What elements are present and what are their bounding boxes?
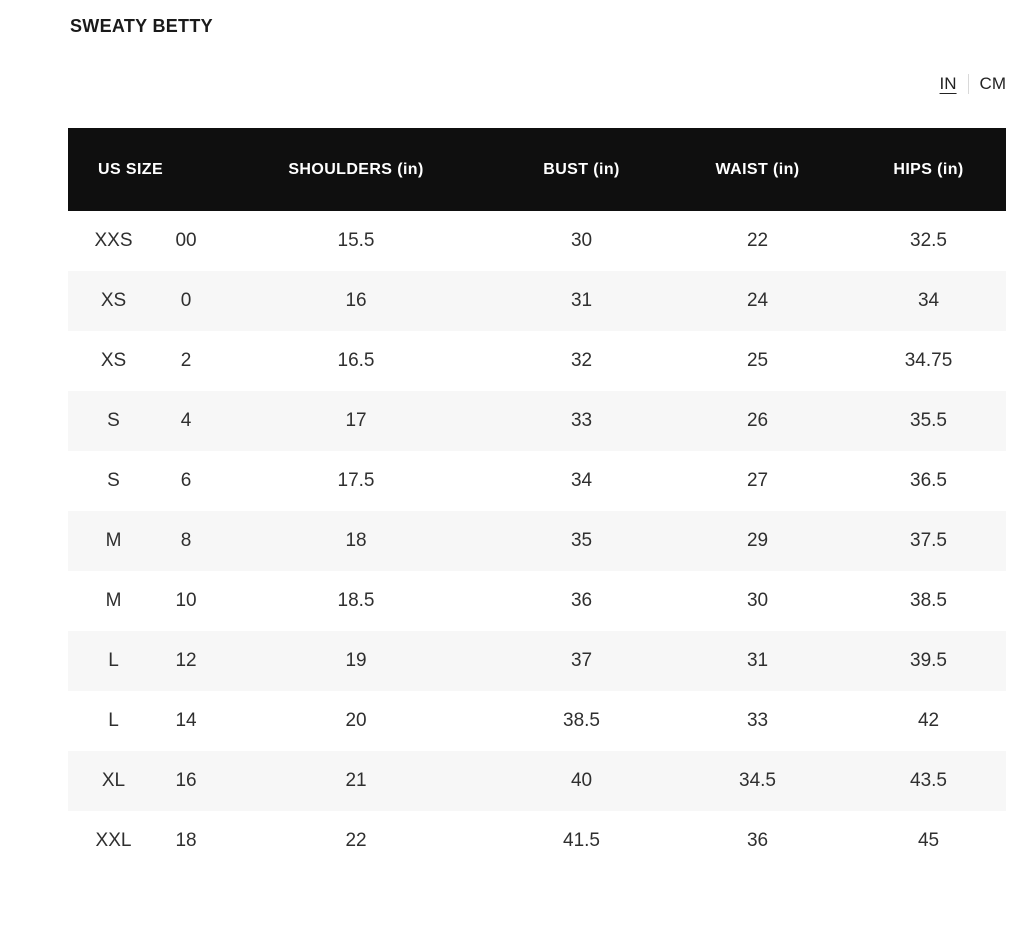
cell-waist: 27 bbox=[746, 470, 769, 491]
unit-toggle: IN CM bbox=[68, 73, 1006, 95]
column-header-hips: HIPS (in) bbox=[851, 128, 1007, 211]
cell-size-letter: M bbox=[68, 511, 159, 571]
cell-bust: 33 bbox=[499, 391, 665, 451]
cell-size-letter: XL bbox=[68, 751, 159, 811]
cell-bust: 38.5 bbox=[563, 710, 600, 731]
cell-shoulders: 21 bbox=[213, 751, 500, 811]
table-row: XXL 18 22 41.5 36 45 bbox=[68, 811, 1006, 871]
column-header-waist: WAIST (in) bbox=[664, 128, 852, 211]
cell-size-number: 00 bbox=[175, 230, 197, 251]
cell-bust: 40 bbox=[499, 751, 665, 811]
cell-waist: 25 bbox=[746, 350, 769, 371]
table-row: XS 2 16.5 32 25 34.75 bbox=[68, 331, 1006, 391]
cell-size-letter: XS bbox=[100, 350, 127, 371]
cell-shoulders: 17 bbox=[213, 391, 500, 451]
cell-hips: 38.5 bbox=[910, 590, 947, 611]
table-row: L 12 19 37 31 39.5 bbox=[68, 631, 1007, 691]
cell-hips: 34.75 bbox=[904, 350, 953, 371]
cell-shoulders: 19 bbox=[213, 631, 500, 691]
cell-waist: 22 bbox=[746, 230, 769, 251]
cell-size-letter: L bbox=[108, 710, 119, 731]
cell-bust: 34 bbox=[570, 470, 593, 491]
cell-hips: 35.5 bbox=[851, 391, 1007, 451]
cell-hips: 34 bbox=[851, 271, 1007, 331]
cell-bust: 41.5 bbox=[563, 830, 600, 851]
table-row: XL 16 21 40 34.5 43.5 bbox=[68, 751, 1007, 811]
cell-shoulders: 18.5 bbox=[337, 590, 375, 611]
cell-size-letter: S bbox=[68, 391, 159, 451]
cell-size-letter: L bbox=[68, 631, 159, 691]
cell-size-number: 12 bbox=[159, 631, 214, 691]
cell-waist: 24 bbox=[664, 271, 852, 331]
cell-size-number: 2 bbox=[180, 350, 192, 371]
cell-size-number: 18 bbox=[175, 830, 197, 851]
size-table-header: US SIZE SHOULDERS (in) BUST (in) WAIST (… bbox=[68, 128, 1007, 211]
cell-size-letter: M bbox=[105, 590, 122, 611]
table-row: S 4 17 33 26 35.5 bbox=[68, 391, 1007, 451]
table-row: L 14 20 38.5 33 42 bbox=[68, 691, 1006, 751]
size-table-body: XXS 00 15.5 30 22 32.5 XS 0 16 31 24 34 XS 2 16.5 32 25 3… bbox=[68, 211, 1007, 871]
cell-shoulders: 18 bbox=[213, 511, 500, 571]
cell-hips: 45 bbox=[917, 830, 940, 851]
cell-size-letter: XXL bbox=[95, 830, 132, 851]
cell-size-letter: XS bbox=[68, 271, 159, 331]
cell-hips: 39.5 bbox=[851, 631, 1007, 691]
cell-waist: 31 bbox=[664, 631, 852, 691]
cell-shoulders: 16.5 bbox=[337, 350, 375, 371]
cell-size-number: 10 bbox=[175, 590, 197, 611]
cell-waist: 29 bbox=[664, 511, 852, 571]
cell-size-letter: XXS bbox=[94, 230, 133, 251]
table-row: M 8 18 35 29 37.5 bbox=[68, 511, 1007, 571]
cell-size-number: 0 bbox=[159, 271, 214, 331]
cell-waist: 30 bbox=[746, 590, 769, 611]
table-row: XXS 00 15.5 30 22 32.5 bbox=[68, 211, 1006, 271]
cell-size-letter: S bbox=[107, 470, 120, 491]
unit-toggle-separator bbox=[967, 74, 969, 94]
cell-shoulders: 22 bbox=[345, 830, 367, 851]
cell-bust: 31 bbox=[499, 271, 665, 331]
cell-size-number: 14 bbox=[175, 710, 197, 731]
cell-size-number: 8 bbox=[159, 511, 214, 571]
cell-size-number: 16 bbox=[159, 751, 214, 811]
cell-waist: 26 bbox=[664, 391, 852, 451]
cell-shoulders: 16 bbox=[213, 271, 500, 331]
cell-bust: 32 bbox=[570, 350, 593, 371]
cell-bust: 35 bbox=[499, 511, 665, 571]
unit-option-cm[interactable]: CM bbox=[979, 74, 1006, 93]
table-row: S 6 17.5 34 27 36.5 bbox=[68, 451, 1006, 511]
cell-hips: 36.5 bbox=[910, 470, 947, 491]
cell-size-number: 6 bbox=[180, 470, 192, 491]
cell-waist: 34.5 bbox=[664, 751, 852, 811]
table-row: XS 0 16 31 24 34 bbox=[68, 271, 1007, 331]
cell-hips: 42 bbox=[917, 710, 940, 731]
cell-waist: 36 bbox=[746, 830, 769, 851]
cell-waist: 33 bbox=[746, 710, 769, 731]
cell-hips: 43.5 bbox=[851, 751, 1007, 811]
cell-shoulders: 17.5 bbox=[337, 470, 375, 491]
size-chart-table: US SIZE SHOULDERS (in) BUST (in) WAIST (… bbox=[68, 128, 1007, 871]
brand-title: SWEATY BETTY bbox=[70, 16, 213, 36]
table-row: M 10 18.5 36 30 38.5 bbox=[68, 571, 1006, 631]
cell-bust: 36 bbox=[570, 590, 593, 611]
cell-shoulders: 20 bbox=[345, 710, 367, 731]
column-header-bust: BUST (in) bbox=[499, 128, 665, 211]
cell-hips: 32.5 bbox=[910, 230, 947, 251]
cell-hips: 37.5 bbox=[851, 511, 1007, 571]
cell-size-number: 4 bbox=[159, 391, 214, 451]
column-header-shoulders: SHOULDERS (in) bbox=[213, 128, 500, 211]
size-guide-panel: SWEATY BETTY IN CM US SIZE SHOULDERS (in… bbox=[68, 0, 1007, 871]
cell-bust: 37 bbox=[499, 631, 665, 691]
cell-shoulders: 15.5 bbox=[337, 230, 375, 251]
column-header-us-size: US SIZE bbox=[68, 128, 214, 211]
unit-option-in[interactable]: IN bbox=[939, 74, 957, 93]
cell-bust: 30 bbox=[570, 230, 593, 251]
